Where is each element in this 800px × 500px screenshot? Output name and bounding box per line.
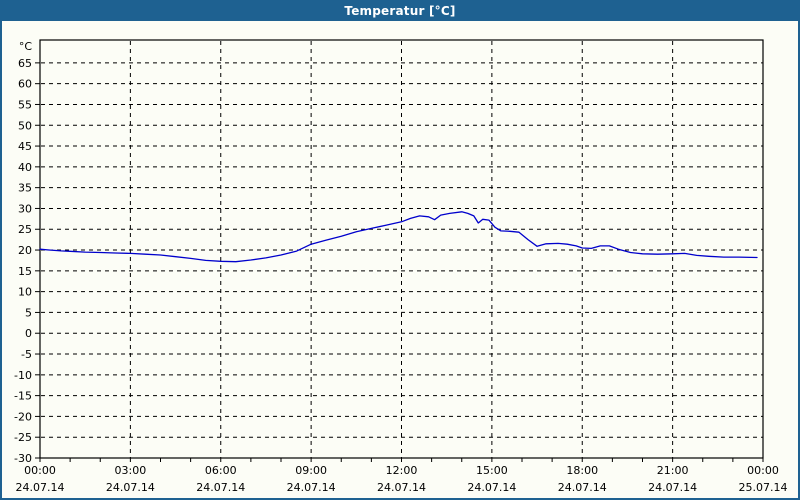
- x-tick-date-label: 24.07.14: [467, 481, 516, 494]
- y-tick-label: 65: [18, 57, 32, 70]
- y-tick-label: 0: [25, 327, 32, 340]
- temperature-chart: 65605550454035302520151050-5-10-15-20-25…: [14, 39, 788, 494]
- y-tick-label: 5: [25, 306, 32, 319]
- y-tick-label: 20: [18, 244, 32, 257]
- y-tick-label: -5: [21, 348, 32, 361]
- x-tick-time-label: 03:00: [115, 464, 147, 477]
- x-gridlines: [129, 41, 674, 458]
- x-tick-date-label: 24.07.14: [648, 481, 697, 494]
- x-tick-date-label: 24.07.14: [558, 481, 607, 494]
- x-axis-ticks: [39, 458, 764, 462]
- y-tick-label: -30: [14, 452, 32, 465]
- y-axis-ticks: [35, 62, 40, 459]
- temperature-line: [39, 211, 758, 263]
- y-tick-label: 35: [18, 182, 32, 195]
- y-axis-unit-label: °C: [19, 40, 33, 53]
- x-tick-date-label: 24.07.14: [106, 481, 155, 494]
- x-tick-date-label: 25.07.14: [739, 481, 788, 494]
- y-tick-label: -15: [14, 390, 32, 403]
- y-tick-label: 45: [18, 140, 32, 153]
- x-tick-date-label: 24.07.14: [196, 481, 245, 494]
- x-tick-time-label: 00:00: [747, 464, 779, 477]
- x-tick-time-label: 12:00: [386, 464, 418, 477]
- y-tick-label: -20: [14, 410, 32, 423]
- x-tick-time-label: 15:00: [476, 464, 508, 477]
- y-tick-label: 15: [18, 265, 32, 278]
- y-tick-label: -25: [14, 431, 32, 444]
- x-tick-time-label: 18:00: [566, 464, 598, 477]
- y-tick-label: 55: [18, 98, 32, 111]
- x-axis-labels: 00:00 24.07.14 03:00 24.07.14 06:00 24.07.14 0…: [16, 464, 788, 494]
- y-tick-label: 30: [18, 202, 32, 215]
- y-tick-label: 25: [18, 223, 32, 236]
- window-title: Temperatur [°C]: [344, 4, 456, 18]
- window-titlebar: Temperatur [°C]: [2, 2, 798, 21]
- x-tick-time-label: 06:00: [205, 464, 237, 477]
- y-tick-label: 10: [18, 286, 32, 299]
- y-tick-label: -10: [14, 369, 32, 382]
- x-tick-date-label: 24.07.14: [377, 481, 426, 494]
- x-tick-time-label: 21:00: [657, 464, 689, 477]
- y-tick-label: 40: [18, 161, 32, 174]
- x-tick-date-label: 24.07.14: [16, 481, 65, 494]
- y-axis-labels: 65605550454035302520151050-5-10-15-20-25…: [14, 40, 32, 465]
- x-tick-time-label: 00:00: [24, 464, 56, 477]
- y-tick-label: 60: [18, 78, 32, 91]
- chart-area: 65 60 55 50 45 40 35 30 25 20 15 10 5 0 -5 -10 -15 -20 -25…: [2, 21, 798, 498]
- x-tick-time-label: 09:00: [295, 464, 327, 477]
- y-tick-label: 50: [18, 119, 32, 132]
- x-tick-date-label: 24.07.14: [287, 481, 336, 494]
